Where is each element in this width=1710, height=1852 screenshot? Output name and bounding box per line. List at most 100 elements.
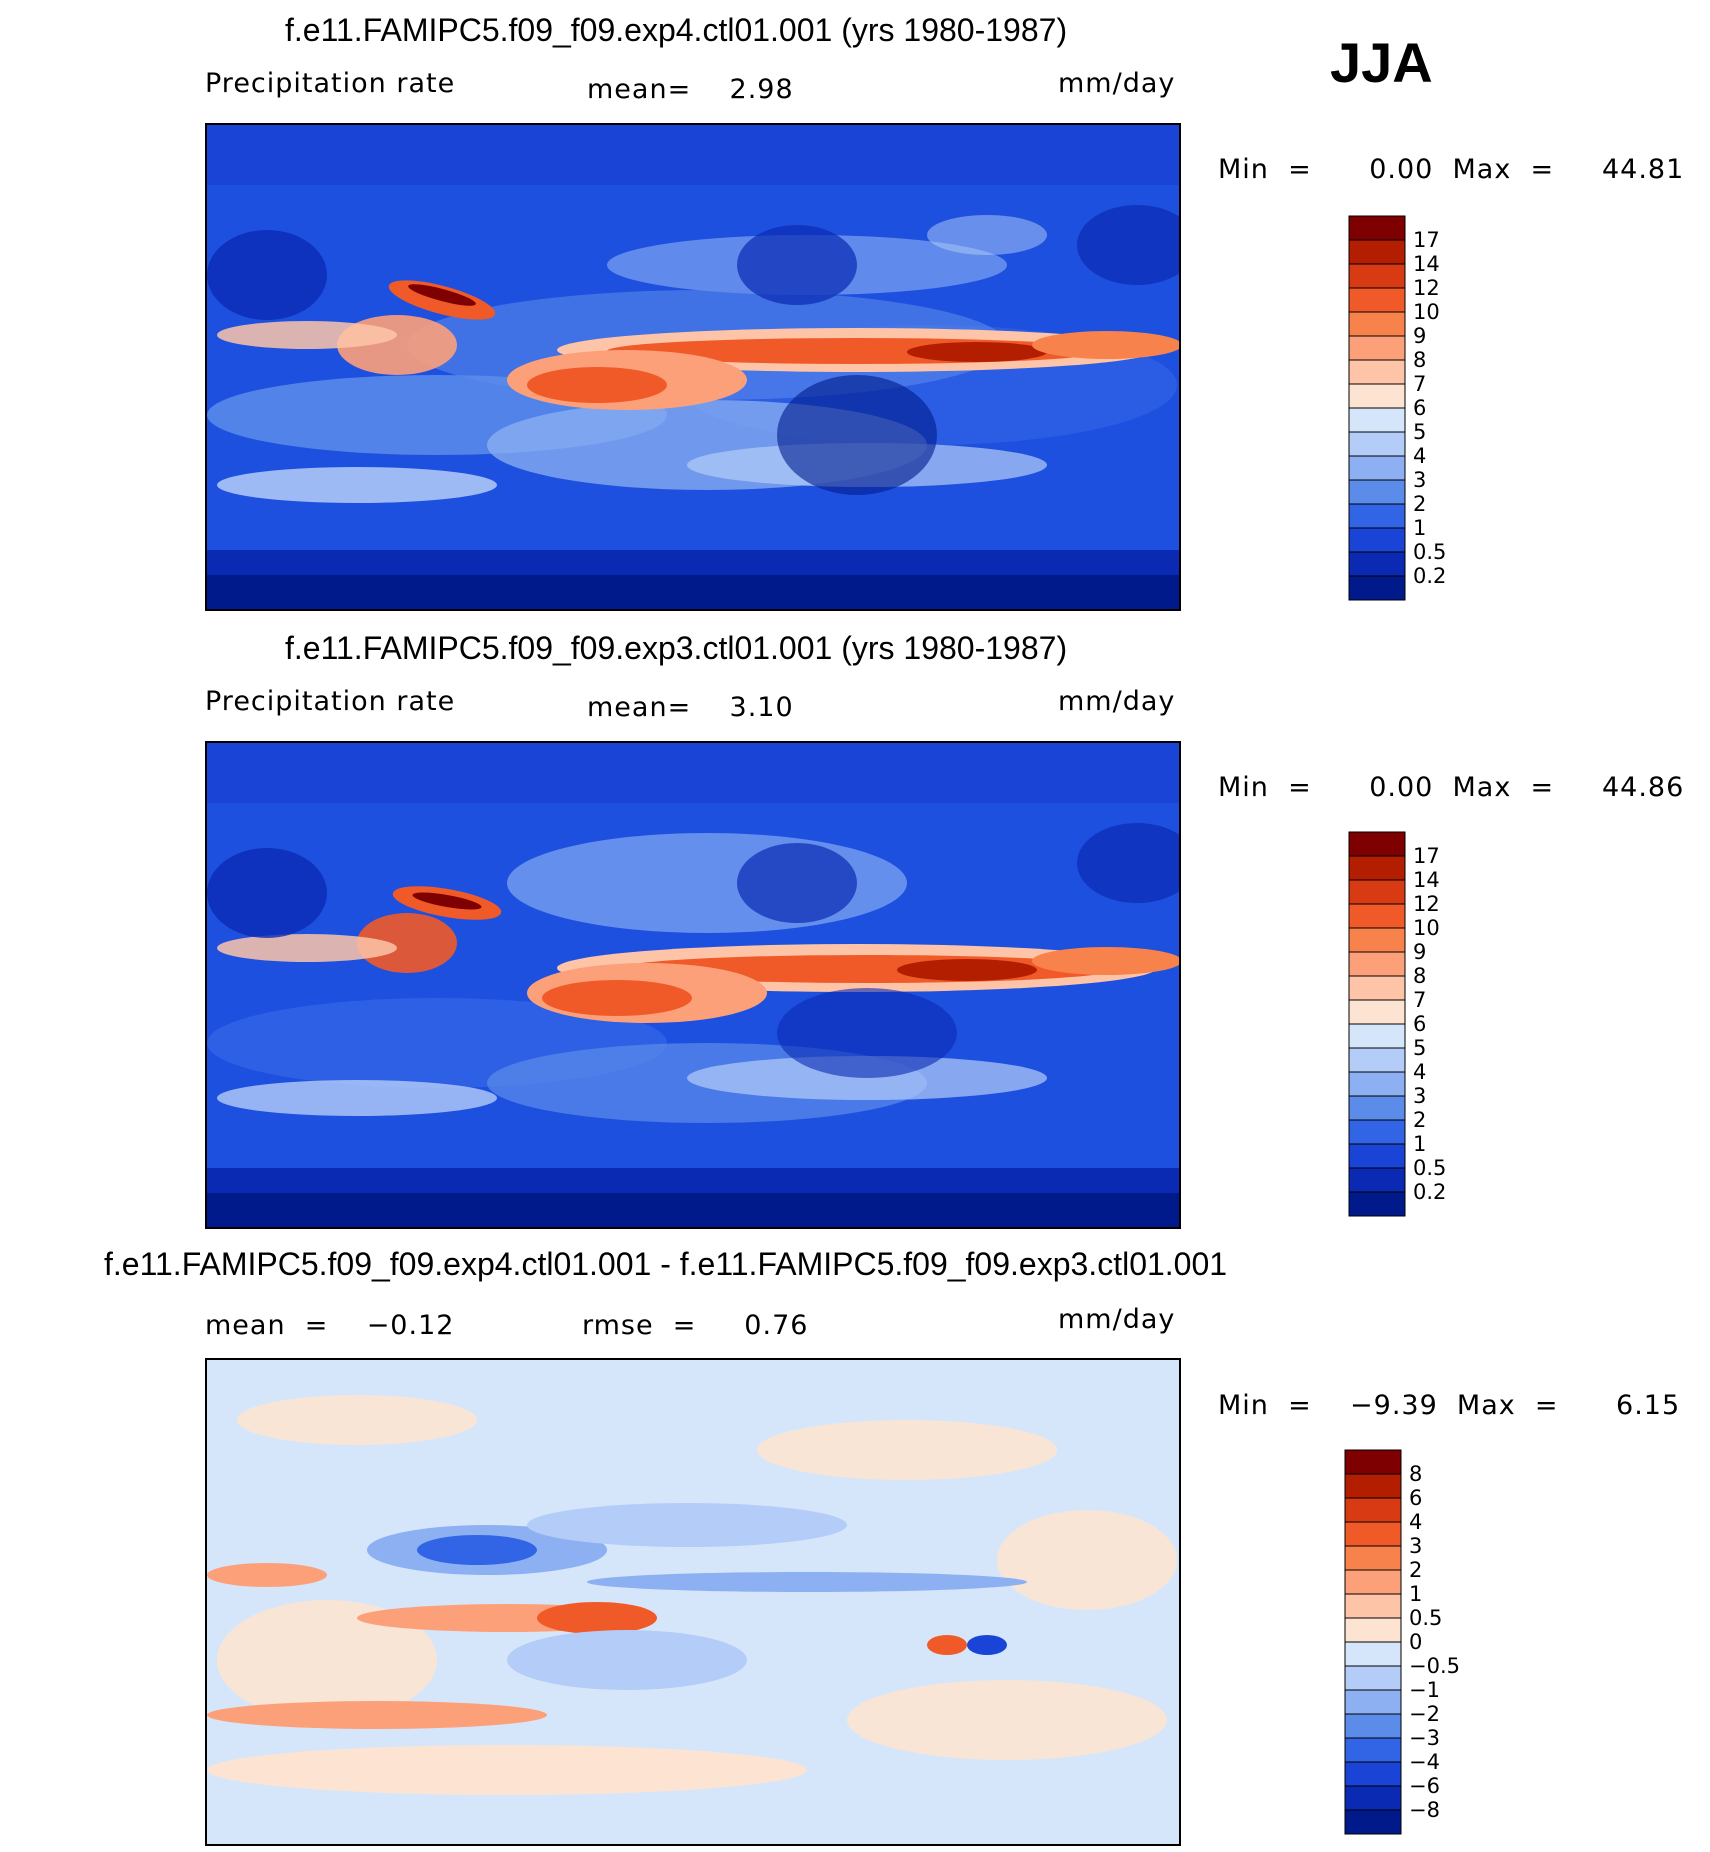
panel2-title: f.e11.FAMIPC5.f09_f09.exp3.ctl01.001 (yr… xyxy=(285,630,1068,666)
colorbar-tick-label: 17 xyxy=(1413,228,1440,252)
colorbar-tick-label: 8 xyxy=(1413,348,1426,372)
colorbar-swatch xyxy=(1344,1785,1402,1811)
colorbar-tick-label: −1 xyxy=(1409,1678,1440,1702)
panel2-minmax: Min = 0.00 Max = 44.86 xyxy=(1218,772,1685,803)
colorbar-swatch xyxy=(1348,239,1406,265)
panel2-map xyxy=(205,741,1181,1229)
colorbar-swatch xyxy=(1348,287,1406,313)
colorbar-swatch xyxy=(1348,975,1406,1001)
panel1-title: f.e11.FAMIPC5.f09_f09.exp4.ctl01.001 (yr… xyxy=(285,12,1068,48)
panel3-title: f.e11.FAMIPC5.f09_f09.exp4.ctl01.001 - f… xyxy=(104,1246,1228,1282)
season-label: JJA xyxy=(1330,31,1433,94)
panel1-variable: Precipitation rate xyxy=(205,68,456,99)
colorbar-tick-label: 0 xyxy=(1409,1630,1422,1654)
colorbar-swatch xyxy=(1344,1809,1402,1835)
colorbar-tick-label: −6 xyxy=(1409,1774,1440,1798)
colorbar-tick-label: 10 xyxy=(1413,916,1440,940)
colorbar-tick-label: 1 xyxy=(1409,1582,1422,1606)
colorbar-swatch xyxy=(1348,879,1406,905)
colorbar-swatch xyxy=(1348,359,1406,385)
colorbar-tick-label: −0.5 xyxy=(1409,1654,1460,1678)
colorbar-tick-label: 3 xyxy=(1409,1534,1422,1558)
colorbar-swatch xyxy=(1348,263,1406,289)
colorbar-tick-label: 3 xyxy=(1413,468,1426,492)
colorbar-tick-label: 5 xyxy=(1413,1036,1426,1060)
colorbar-swatch xyxy=(1348,855,1406,881)
colorbar-tick-label: 7 xyxy=(1413,372,1426,396)
colorbar-tick-label: −8 xyxy=(1409,1798,1440,1822)
colorbar-tick-label: 4 xyxy=(1413,444,1426,468)
colorbar-tick-label: 5 xyxy=(1413,420,1426,444)
colorbar-tick-label: 6 xyxy=(1413,1012,1426,1036)
colorbar-swatch xyxy=(1348,903,1406,929)
colorbar-swatch xyxy=(1348,479,1406,505)
colorbar-tick-label: 17 xyxy=(1413,844,1440,868)
colorbar-tick-label: −4 xyxy=(1409,1750,1440,1774)
colorbar-tick-label: 9 xyxy=(1413,324,1426,348)
colorbar-swatch xyxy=(1348,527,1406,553)
panel2-units: mm/day xyxy=(1058,686,1176,717)
colorbar-swatch xyxy=(1344,1641,1402,1667)
colorbar-tick-label: 0.5 xyxy=(1409,1606,1442,1630)
colorbar-swatch xyxy=(1348,335,1406,361)
colorbar-tick-label: 0.2 xyxy=(1413,564,1446,588)
colorbar-tick-label: 1 xyxy=(1413,1132,1426,1156)
colorbar-tick-label: 14 xyxy=(1413,252,1440,276)
colorbar-swatch xyxy=(1344,1665,1402,1691)
colorbar-swatch xyxy=(1344,1497,1402,1523)
panel3-minmax: Min = −9.39 Max = 6.15 xyxy=(1218,1390,1681,1421)
colorbar-tick-label: 0.2 xyxy=(1413,1180,1446,1204)
colorbar-swatch xyxy=(1348,1047,1406,1073)
colorbar-tick-label: 0.5 xyxy=(1413,540,1446,564)
colorbar-tick-label: 2 xyxy=(1413,492,1426,516)
colorbar-swatch xyxy=(1344,1737,1402,1763)
colorbar-tick-label: 12 xyxy=(1413,276,1440,300)
colorbar-swatch xyxy=(1348,551,1406,577)
colorbar-swatch xyxy=(1348,831,1406,857)
panel1-map xyxy=(205,123,1181,611)
colorbar-swatch xyxy=(1344,1569,1402,1595)
colorbar-swatch xyxy=(1348,431,1406,457)
panel1-mean: mean= 2.98 xyxy=(587,74,794,105)
colorbar-tick-label: 4 xyxy=(1409,1510,1422,1534)
colorbar-swatch xyxy=(1348,1143,1406,1169)
colorbar-tick-label: 10 xyxy=(1413,300,1440,324)
colorbar-tick-label: 9 xyxy=(1413,940,1426,964)
colorbar-swatch xyxy=(1348,1119,1406,1145)
colorbar-swatch xyxy=(1348,951,1406,977)
colorbar-swatch xyxy=(1348,999,1406,1025)
colorbar-swatch xyxy=(1348,311,1406,337)
panel2-variable: Precipitation rate xyxy=(205,686,456,717)
colorbar-swatch xyxy=(1344,1617,1402,1643)
colorbar-tick-label: 12 xyxy=(1413,892,1440,916)
colorbar-swatch xyxy=(1348,455,1406,481)
colorbar-swatch xyxy=(1348,503,1406,529)
panel1-units: mm/day xyxy=(1058,68,1176,99)
panel2-colorbar: 17 14 12 10 9 8 7 6 5 4 3 2 1 0.5 0.2 xyxy=(1348,831,1459,1217)
colorbar-swatch xyxy=(1348,1071,1406,1097)
colorbar-swatch xyxy=(1344,1521,1402,1547)
panel1-minmax: Min = 0.00 Max = 44.81 xyxy=(1218,154,1685,185)
colorbar-swatch xyxy=(1348,1167,1406,1193)
panel3-units: mm/day xyxy=(1058,1304,1176,1335)
colorbar-tick-label: 1 xyxy=(1413,516,1426,540)
colorbar-tick-label: 0.5 xyxy=(1413,1156,1446,1180)
colorbar-tick-label: 8 xyxy=(1413,964,1426,988)
colorbar-swatch xyxy=(1344,1689,1402,1715)
colorbar-tick-label: 8 xyxy=(1409,1462,1422,1486)
colorbar-swatch xyxy=(1348,215,1406,241)
colorbar-swatch xyxy=(1348,407,1406,433)
colorbar-swatch xyxy=(1348,1023,1406,1049)
colorbar-swatch xyxy=(1348,1095,1406,1121)
colorbar-swatch xyxy=(1344,1545,1402,1571)
panel3-rmse: rmse = 0.76 xyxy=(582,1310,809,1341)
colorbar-tick-label: 6 xyxy=(1409,1486,1422,1510)
colorbar-swatch xyxy=(1348,927,1406,953)
colorbar-tick-label: 7 xyxy=(1413,988,1426,1012)
panel3-map xyxy=(205,1358,1181,1846)
colorbar-swatch xyxy=(1344,1449,1402,1475)
colorbar-tick-label: 2 xyxy=(1413,1108,1426,1132)
